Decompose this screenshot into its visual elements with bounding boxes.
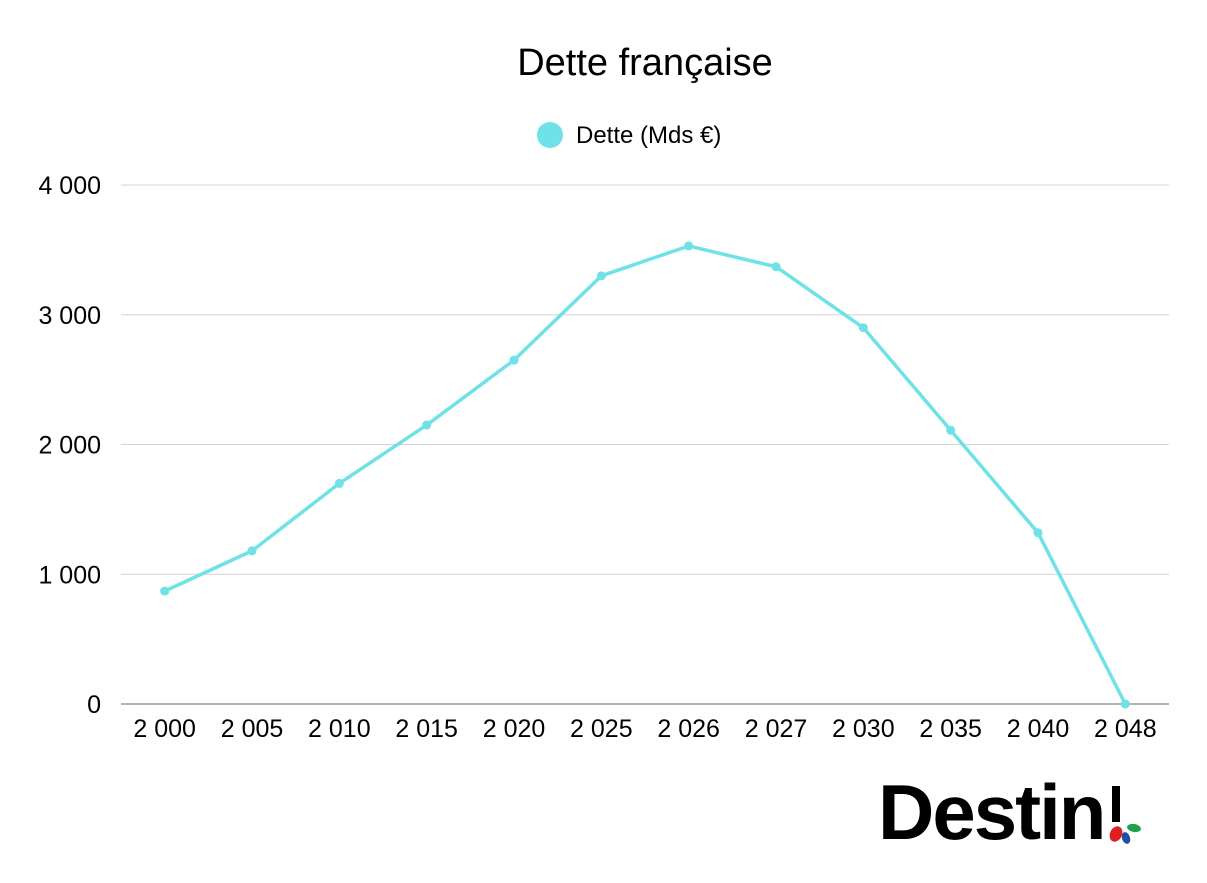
gridlines xyxy=(121,184,1169,705)
destin-logo: Destin xyxy=(878,772,1142,852)
series-layer xyxy=(160,241,1130,709)
x-tick-label: 2 030 xyxy=(832,715,895,743)
x-tick-label: 2 026 xyxy=(657,715,720,743)
data-point xyxy=(858,323,868,333)
chart-title: Dette française xyxy=(517,42,773,84)
data-point xyxy=(946,425,956,435)
legend: Dette (Mds €) xyxy=(537,122,721,149)
y-tick-label: 1 000 xyxy=(38,561,101,589)
x-tick-label: 2 005 xyxy=(221,715,284,743)
y-tick-label: 3 000 xyxy=(38,302,101,330)
logo-text: Destin xyxy=(878,768,1106,856)
data-point xyxy=(247,546,257,556)
y-axis: 0 1 000 2 000 3 000 4 000 xyxy=(38,172,101,719)
data-point xyxy=(596,271,606,281)
y-tick-label: 2 000 xyxy=(38,432,101,460)
y-tick-label: 4 000 xyxy=(38,172,101,200)
data-point xyxy=(1120,699,1130,709)
data-point xyxy=(334,478,344,488)
x-tick-label: 2 025 xyxy=(570,715,633,743)
x-tick-label: 2 020 xyxy=(483,715,546,743)
legend-label: Dette (Mds €) xyxy=(576,122,721,149)
logo-mark-icon xyxy=(1108,778,1142,846)
data-point xyxy=(684,241,694,251)
x-tick-label: 2 000 xyxy=(133,715,196,743)
x-tick-label: 2 040 xyxy=(1007,715,1070,743)
data-point xyxy=(160,586,170,596)
x-tick-label: 2 010 xyxy=(308,715,371,743)
data-point xyxy=(422,420,432,430)
data-point xyxy=(1033,528,1043,538)
legend-marker xyxy=(537,122,563,148)
data-point xyxy=(509,355,519,365)
x-tick-label: 2 035 xyxy=(919,715,982,743)
series-line xyxy=(162,244,1128,706)
x-axis: 2 000 2 005 2 010 2 015 2 020 2 025 2 026 2 027… xyxy=(133,715,1156,743)
x-tick-label: 2 048 xyxy=(1094,715,1157,743)
y-tick-label: 0 xyxy=(87,691,101,719)
data-point xyxy=(771,262,781,272)
x-tick-label: 2 027 xyxy=(745,715,808,743)
x-tick-label: 2 015 xyxy=(395,715,458,743)
